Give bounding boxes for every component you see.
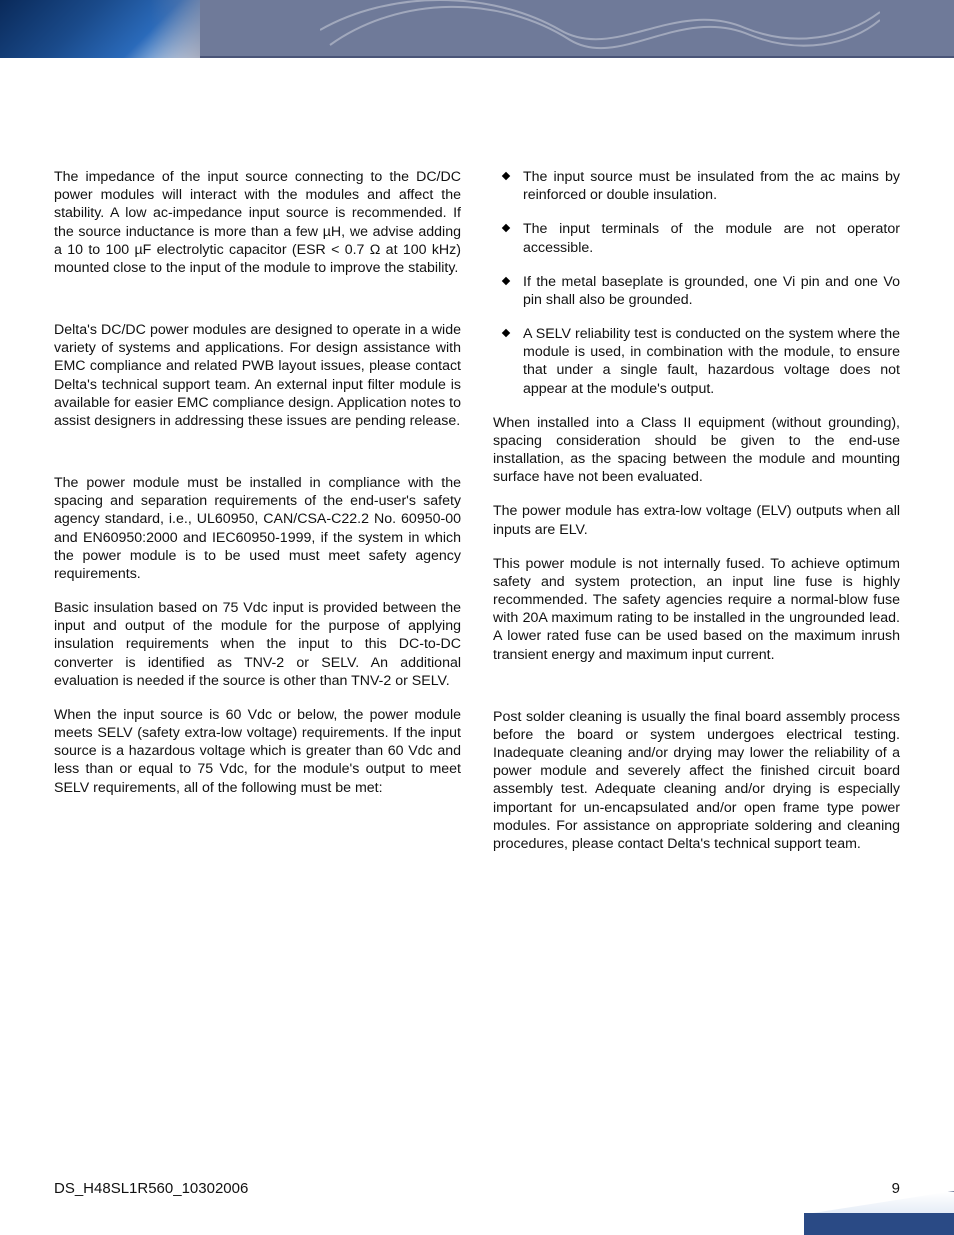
list-item: If the metal baseplate is grounded, one … <box>493 273 900 309</box>
footer-angle <box>804 1191 954 1213</box>
content-area: The impedance of the input source connec… <box>0 58 954 869</box>
body-paragraph: The power module must be installed in co… <box>54 474 461 583</box>
body-paragraph: Post solder cleaning is usually the fina… <box>493 708 900 853</box>
body-paragraph: When the input source is 60 Vdc or below… <box>54 706 461 797</box>
body-paragraph: When installed into a Class II equipment… <box>493 414 900 487</box>
footer-decoration <box>794 1187 954 1235</box>
header-swoosh-graphic <box>320 0 880 68</box>
right-column: The input source must be insulated from … <box>493 168 900 869</box>
body-paragraph: Delta's DC/DC power modules are designed… <box>54 321 461 430</box>
left-column: The impedance of the input source connec… <box>54 168 461 869</box>
bullet-list: The input source must be insulated from … <box>493 168 900 398</box>
document-id: DS_H48SL1R560_10302006 <box>54 1180 248 1197</box>
body-paragraph: This power module is not internally fuse… <box>493 555 900 664</box>
page-footer: DS_H48SL1R560_10302006 9 <box>54 1180 900 1197</box>
header-decorative-image <box>0 0 200 58</box>
body-paragraph: Basic insulation based on 75 Vdc input i… <box>54 599 461 690</box>
list-item: A SELV reliability test is conducted on … <box>493 325 900 398</box>
page-header <box>0 0 954 58</box>
body-paragraph: The power module has extra-low voltage (… <box>493 502 900 538</box>
body-paragraph: The impedance of the input source connec… <box>54 168 461 277</box>
list-item: The input terminals of the module are no… <box>493 220 900 256</box>
footer-blue-bar <box>804 1213 954 1235</box>
list-item: The input source must be insulated from … <box>493 168 900 204</box>
